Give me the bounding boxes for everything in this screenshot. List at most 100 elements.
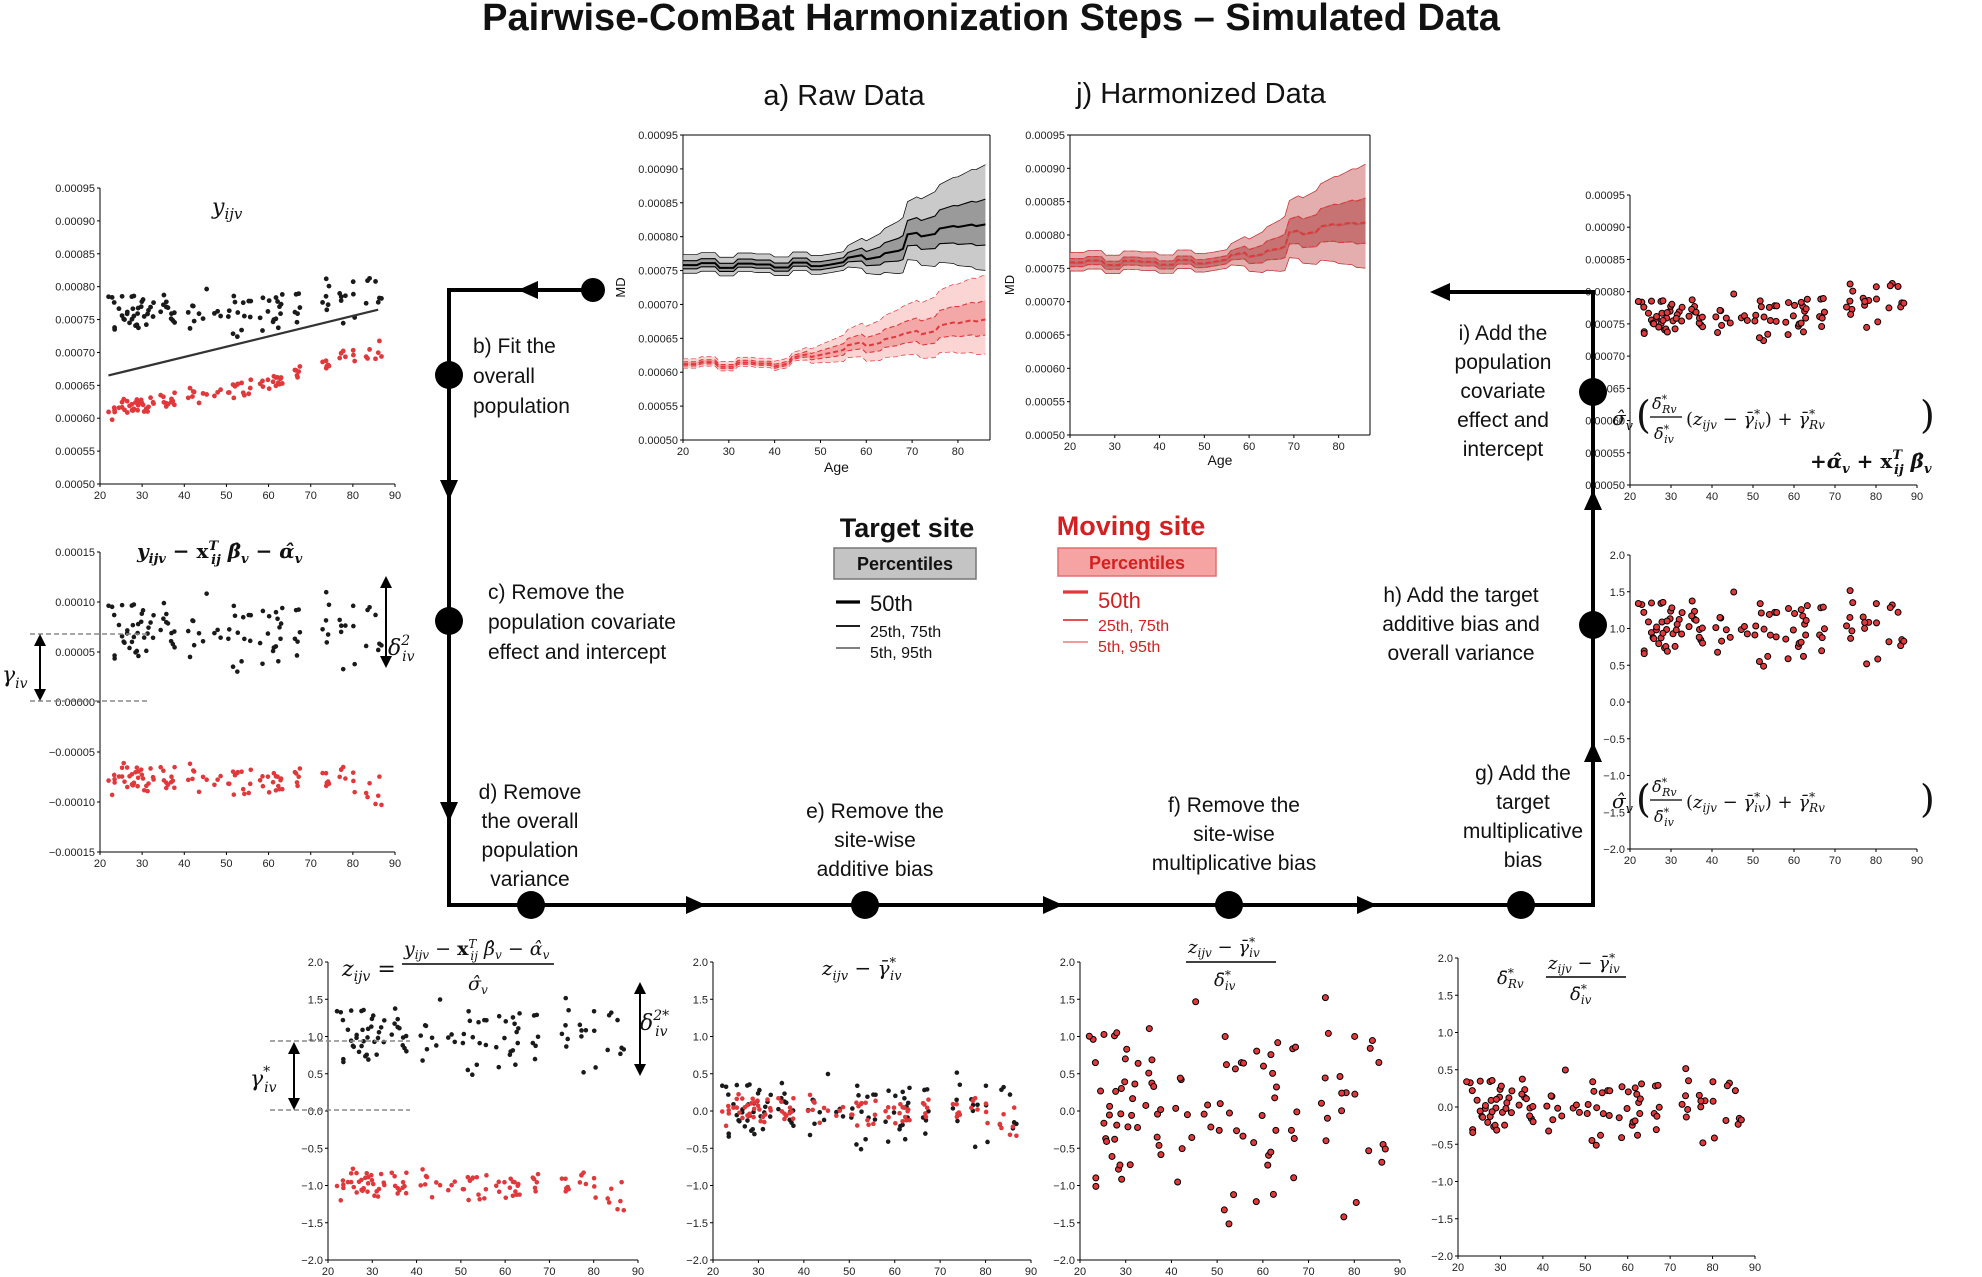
data-point [260,661,265,667]
step-d-line: population [482,839,579,862]
arrow-right-e [686,896,706,914]
data-point [278,636,283,642]
data-point [151,401,156,407]
data-point [1716,306,1724,314]
y-tick-label: 2.0 [693,957,708,969]
data-point [1618,1134,1626,1142]
data-point [296,291,302,297]
data-point [872,1112,878,1118]
data-point [1772,317,1780,325]
data-point [112,776,117,782]
data-point [1714,329,1722,337]
data-point [343,623,348,628]
data-point [1818,314,1826,322]
data-point [389,1032,395,1037]
data-point [768,1108,774,1113]
data-point [983,1101,989,1106]
data-point [1663,617,1671,625]
data-point [871,1121,876,1127]
data-point [1640,303,1648,311]
data-point [1593,1104,1601,1112]
data-point [320,626,325,632]
data-point [119,602,125,608]
data-point [1258,1112,1266,1120]
data-point [999,1087,1004,1093]
data-point [1322,1137,1330,1145]
data-point [1633,1090,1641,1098]
data-point [615,1206,620,1212]
data-point [1623,1105,1631,1113]
data-point [1290,1135,1298,1143]
data-point [1685,312,1693,320]
data-point [1799,652,1807,660]
x-tick-label: 70 [1302,1266,1314,1277]
y-tick-label: −1.5 [1431,1214,1453,1226]
data-point [323,770,329,776]
x-tick-label: 70 [305,858,317,870]
data-point [493,1044,499,1050]
data-point [1740,622,1748,630]
y-tick-label: 0.00085 [1585,254,1625,266]
data-point [343,354,348,360]
data-point [1757,303,1765,311]
data-point [1760,313,1768,321]
x-tick-label: 20 [1452,1262,1464,1274]
data-point [218,635,223,640]
data-point [106,409,111,415]
target-p5-label: 5th, 95th [870,645,932,662]
data-point [840,1104,846,1110]
moving-p5-label: 5th, 95th [1098,639,1160,656]
data-point [1597,1131,1605,1139]
x-tick-label: 80 [588,1266,600,1277]
data-point [231,395,237,401]
data-point [1647,297,1655,305]
data-point [1782,635,1790,643]
y-tick-label: 0.00005 [55,647,95,659]
y-tick-label: 0.5 [1438,1065,1453,1077]
data-point [1117,1110,1125,1118]
data-point [467,1018,473,1024]
data-point [1220,1206,1228,1214]
data-point [248,767,254,773]
svg-text:δ̄*iv: δ̄* iv [1654,806,1675,829]
data-point [400,1185,406,1190]
x-tick-label: 30 [1665,855,1677,867]
data-point [1861,624,1869,632]
data-point [496,1013,502,1019]
data-point [242,636,247,642]
step-f-line: site-wise [1193,823,1275,846]
legend-target-title: Target site [840,513,975,543]
data-point [1128,1111,1136,1119]
data-point [378,1025,384,1030]
y-tick-label: 0.0 [693,1106,708,1118]
data-point [158,309,164,315]
page-title: Pairwise-ComBat Harmonization Steps – Si… [482,0,1501,39]
data-point [886,1088,891,1094]
data-point [1743,630,1751,638]
data-point [191,642,197,648]
y-tick-label: 0.00050 [1025,430,1065,442]
data-point [246,790,252,796]
x-tick-label: 40 [1537,1262,1549,1274]
data-point [1765,303,1773,311]
data-point [1493,1126,1501,1134]
arrow-down-b [440,480,458,500]
data-point [1123,1045,1131,1053]
data-point [999,1125,1004,1131]
arrow-right-g [1357,896,1377,914]
data-point [190,618,195,623]
data-point [191,769,197,774]
data-point [278,777,283,783]
data-point [338,1009,344,1015]
data-point [239,769,244,775]
step-labels: b) Fit the overall population c) Remove the… [473,322,1583,891]
data-point [161,778,167,783]
data-point [365,1026,371,1032]
y-tick-label: −0.5 [1431,1139,1453,1151]
x-tick-label: 20 [1624,855,1636,867]
data-point [985,1120,990,1126]
data-point [1900,299,1908,307]
data-point [1640,650,1648,658]
data-point [837,1108,843,1113]
data-point [1634,298,1642,306]
